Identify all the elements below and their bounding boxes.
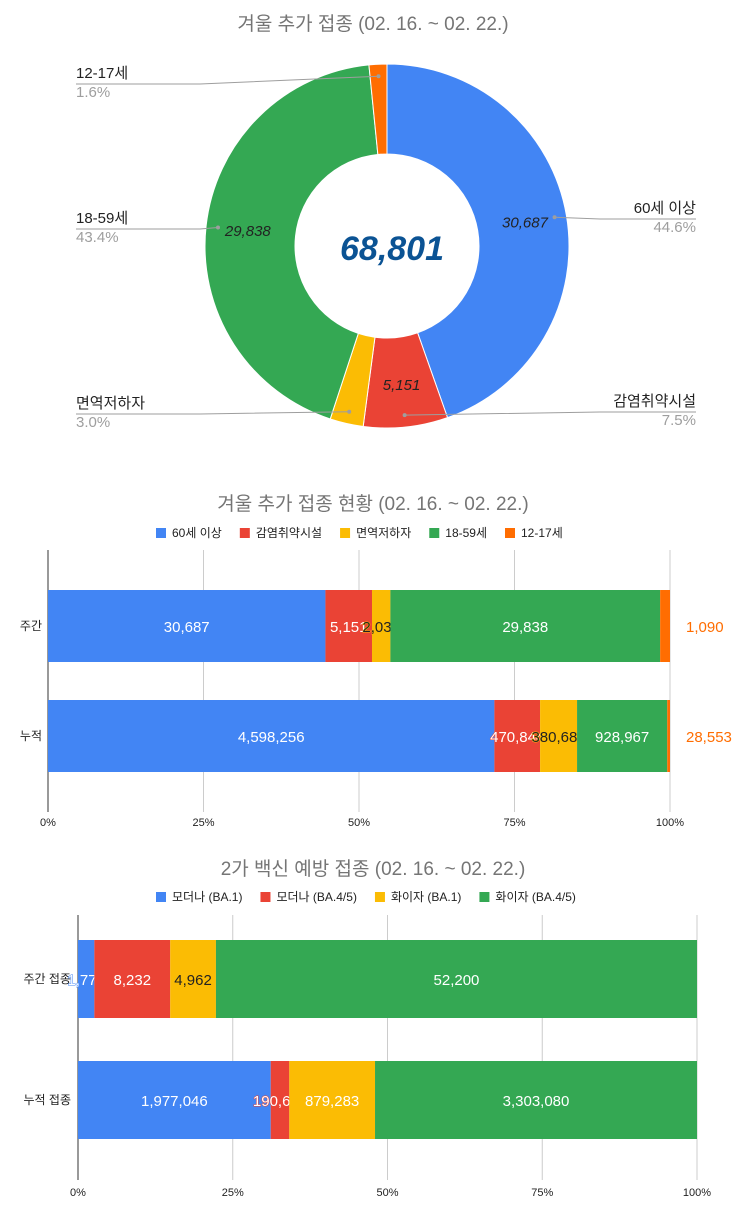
bar-segment [390,590,661,662]
x-tick-label: 75% [531,1187,553,1199]
donut-slice [204,64,379,420]
bar-segment [289,1061,376,1139]
donut-callout-dot [552,215,557,220]
legend-label: 면역저하자 [356,526,411,540]
legend-swatch [374,892,385,902]
bar-data-label: 380,683 [531,729,585,746]
x-tick-label: 100% [683,1187,711,1199]
donut-slice-label: 면역저하자 [76,395,145,412]
donut-value-label: 30,687 [502,214,549,231]
donut-callout-line [554,216,696,220]
bar-data-label: 1,090 [686,619,724,636]
donut-value-label: 5,151 [383,377,421,394]
donut-callout-line [76,411,350,415]
bar-segment [270,1061,290,1139]
donut-callout-dot [376,74,381,79]
bar-data-label: 28,553 [686,729,732,746]
bar-data-label: 5,151 [330,619,368,636]
donut-value-label: 29,838 [224,223,272,240]
x-tick-label: 25% [192,817,214,829]
bar-segment [48,590,326,662]
legend-label: 감염취약시설 [256,525,322,540]
bar-segment [48,700,495,772]
bar-segment [375,1061,697,1139]
x-tick-label: 50% [348,817,370,829]
bar-data-label: 4,962 [174,972,212,989]
donut-slice [386,63,570,419]
bar-data-label: 470,844 [490,729,544,746]
donut-slice-percent: 43.4% [76,229,119,246]
category-label: 주간 [20,619,42,633]
legend-label: 화이자 (BA.4/5) [495,890,575,904]
legend-swatch [429,528,440,538]
legend-label: 모더나 (BA.1) [172,890,242,904]
donut-slice-label: 60세 이상 [634,200,696,217]
legend-swatch [156,892,166,902]
bar-data-label: 1,977,046 [141,1093,208,1110]
donut-callout-dot [347,409,352,414]
donut-callout-line [76,227,219,230]
x-tick-label: 50% [376,1187,398,1199]
bar-chart-title: 2가 백신 예방 접종 (02. 16. ~ 02. 22.) [221,858,526,880]
donut-slice-label: 감염취약시설 [613,393,696,410]
donut-center-total: 68,801 [340,230,444,268]
category-label: 누적 [20,729,42,743]
legend-label: 60세 이상 [172,526,222,540]
legend-swatch [260,892,271,902]
stacked-bar-chart-1: 겨울 추가 접종 현황 (02. 16. ~ 02. 22.) 60세 이상 감염취… [20,493,732,829]
legend-swatch [505,528,515,538]
donut-title: 겨울 추가 접종 (02. 16. ~ 02. 22.) [237,13,508,35]
bar-segment [371,590,391,662]
x-tick-label: 75% [503,817,525,829]
bar-data-label: 3,303,080 [503,1093,570,1110]
bar-segment [94,940,171,1018]
bar-segment [577,700,668,772]
donut-slice-label: 12-17세 [76,65,128,82]
bar-segment [170,940,216,1018]
legend-label: 12-17세 [521,526,563,540]
bar-data-label: 4,598,256 [238,729,305,746]
bar-segment [215,940,698,1018]
donut-slice-percent: 7.5% [662,412,696,429]
donut-chart: 겨울 추가 접종 (02. 16. ~ 02. 22.) 30,687 5,151 2… [76,13,696,431]
bar-chart-title: 겨울 추가 접종 현황 (02. 16. ~ 02. 22.) [217,493,528,515]
donut-slice [368,63,388,156]
bar-data-label: 29,838 [502,619,548,636]
x-tick-label: 0% [70,1187,86,1199]
x-tick-label: 100% [656,817,684,829]
donut-slice-percent: 3.0% [76,414,110,431]
bar-data-label: 30,687 [164,619,210,636]
legend-swatch [156,528,166,538]
bar-data-label: 928,967 [595,729,649,746]
donut-callout-dot [402,413,407,418]
bar-data-label: 8,232 [114,972,152,989]
bar-segment [667,700,670,772]
donut-callout-dot [216,225,221,230]
bar-segment [78,940,95,1018]
x-tick-label: 25% [222,1187,244,1199]
bar-segment [78,1061,271,1139]
legend-label: 18-59세 [445,526,487,540]
donut-callout-line [76,75,379,85]
legend-label: 모더나 (BA.4/5) [276,890,356,904]
donut-slice-percent: 44.6% [653,219,696,236]
bar-data-label: 879,283 [305,1093,359,1110]
donut-callout-line [404,411,696,416]
stacked-bar-chart-2: 2가 백신 예방 접종 (02. 16. ~ 02. 22.) 모더나 (BA.1… [24,858,712,1199]
donut-slice-label: 18-59세 [76,210,128,227]
bar-segment [325,590,372,662]
x-tick-label: 0% [40,817,56,829]
legend-label: 화이자 (BA.1) [391,890,461,904]
legend-swatch [239,528,250,538]
donut-slice-percent: 1.6% [76,84,110,101]
category-label: 주간 접종 [24,972,72,986]
bar-data-label: 52,200 [434,972,480,989]
bar-segment [494,700,541,772]
bar-segment [540,700,578,772]
legend-swatch [340,528,351,538]
category-label: 누적 접종 [24,1093,72,1107]
bar-segment [660,590,670,662]
legend-swatch [479,892,490,902]
